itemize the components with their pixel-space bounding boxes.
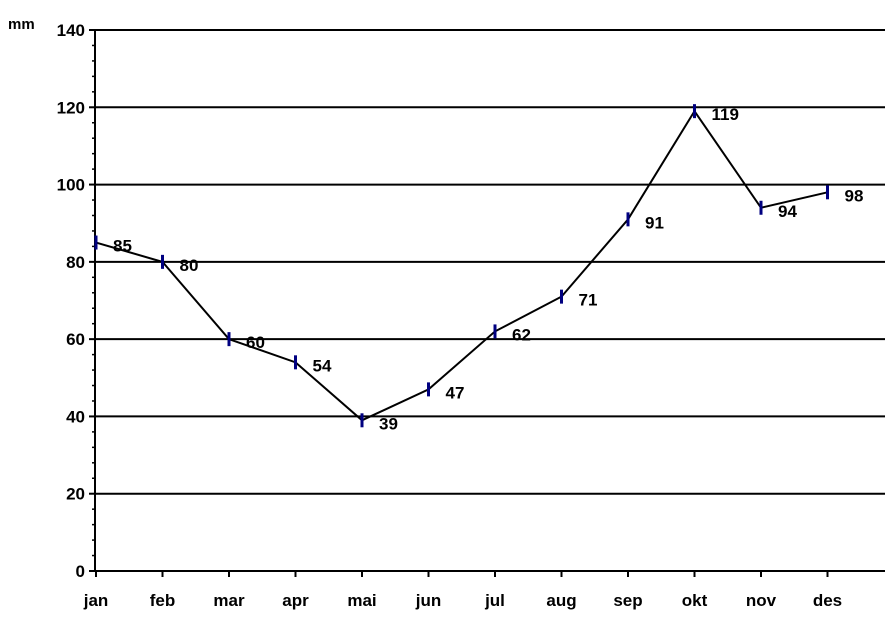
x-tick-label-nov: nov	[746, 591, 777, 610]
data-labels: 85 80 60 54 39 47 62 71 91 119 94 98	[113, 105, 863, 433]
data-label-jan: 85	[113, 237, 132, 256]
y-tick-label-40: 40	[66, 407, 85, 426]
data-markers	[94, 104, 829, 428]
data-label-jun: 47	[446, 383, 465, 402]
x-tick-label-sep: sep	[613, 591, 642, 610]
series-line	[95, 109, 828, 422]
y-tick-labels: 0 20 40 60 80 100 120 140	[57, 21, 85, 581]
data-label-feb: 80	[180, 256, 199, 275]
y-tick-label-140: 140	[57, 21, 85, 40]
x-tick-label-jan: jan	[83, 591, 109, 610]
x-tick-labels: jan feb mar apr mai jun jul aug sep okt nov des	[83, 591, 842, 610]
data-label-des: 98	[845, 186, 864, 205]
gridlines	[95, 29, 885, 495]
axes	[89, 29, 885, 577]
y-tick-label-80: 80	[66, 253, 85, 272]
x-tick-label-mai: mai	[347, 591, 376, 610]
data-label-apr: 54	[313, 356, 332, 375]
data-label-okt: 119	[712, 105, 739, 124]
y-tick-label-120: 120	[57, 98, 85, 117]
y-tick-label-20: 20	[66, 485, 85, 504]
y-tick-label-0: 0	[76, 562, 85, 581]
x-tick-label-apr: apr	[282, 591, 309, 610]
data-label-sep: 91	[645, 213, 664, 232]
x-tick-label-okt: okt	[682, 591, 708, 610]
data-label-mai: 39	[379, 414, 398, 433]
x-tick-label-aug: aug	[546, 591, 576, 610]
x-tick-label-mar: mar	[213, 591, 245, 610]
x-tick-label-jul: jul	[484, 591, 505, 610]
data-label-mar: 60	[246, 333, 265, 352]
data-label-nov: 94	[778, 202, 797, 221]
data-label-aug: 71	[579, 291, 598, 310]
x-tick-label-feb: feb	[150, 591, 176, 610]
x-tick-label-des: des	[813, 591, 842, 610]
y-tick-label-60: 60	[66, 330, 85, 349]
x-tick-label-jun: jun	[415, 591, 442, 610]
y-axis-unit-label: mm	[8, 16, 35, 33]
data-label-jul: 62	[512, 325, 531, 344]
y-tick-label-100: 100	[57, 176, 85, 195]
series-line-group	[95, 109, 828, 422]
